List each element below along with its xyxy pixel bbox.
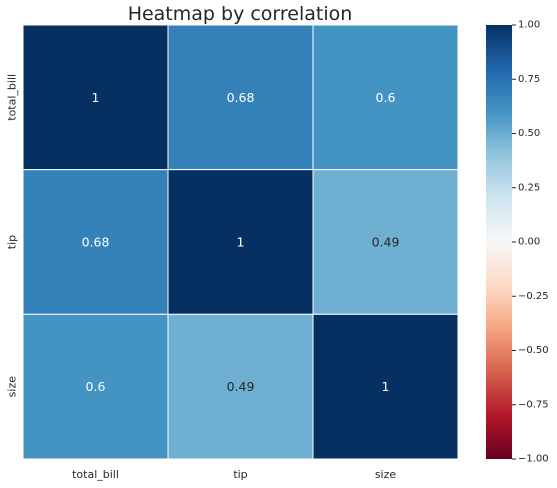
colorbar-tick-label: 1.00 xyxy=(518,20,540,31)
y-tick-label: total_bill xyxy=(6,74,19,121)
colorbar-tick-label: 0.00 xyxy=(518,237,540,248)
x-tick-label: total_bill xyxy=(72,468,119,481)
heatmap-cell-total_bill-size xyxy=(312,24,459,171)
x-axis-ticks: total_bill tip size xyxy=(72,468,396,481)
colorbar-gradient xyxy=(486,25,512,459)
chart-title: Heatmap by correlation xyxy=(128,3,353,25)
heatmap-cell-size-size xyxy=(312,313,459,460)
heatmap-cell-size-total_bill xyxy=(22,313,169,460)
y-tick-label: tip xyxy=(6,235,19,249)
colorbar-tick-label: 0.50 xyxy=(518,128,540,139)
colorbar-ticks: 1.00 0.75 0.50 0.25 0.00 −0.25 −0.50 −0.75 −1.00 xyxy=(512,20,549,465)
colorbar-tick-label: −0.25 xyxy=(518,291,549,302)
heatmap-cell-size-tip xyxy=(167,313,314,460)
heatmap-cell-tip-total_bill xyxy=(22,169,169,315)
x-tick-label: tip xyxy=(233,468,247,481)
x-tick-label: size xyxy=(375,468,397,481)
cell-value-label: 0.49 xyxy=(372,235,400,250)
colorbar: 1.00 0.75 0.50 0.25 0.00 −0.25 −0.50 −0.75 −1.00 xyxy=(486,20,549,465)
cell-value-label: 0.6 xyxy=(376,90,396,105)
heatmap-cell-tip-size xyxy=(312,169,459,315)
cell-value-label: 1 xyxy=(92,90,100,105)
cell-value-label: 1 xyxy=(382,379,390,394)
cell-value-label: 1 xyxy=(237,235,245,250)
colorbar-tick-label: 0.75 xyxy=(518,74,540,85)
colorbar-tick-label: −0.75 xyxy=(518,399,549,410)
heatmap-cell-labels: 1 0.68 0.6 0.68 1 0.49 0.6 0.49 1 xyxy=(82,90,400,394)
heatmap-cells xyxy=(22,24,459,460)
colorbar-tick-label: −0.50 xyxy=(518,345,549,356)
heatmap-cell-total_bill-tip xyxy=(167,24,314,171)
cell-value-label: 0.68 xyxy=(227,90,255,105)
heatmap-cell-total_bill-total_bill xyxy=(22,24,169,171)
heatmap-cell-tip-tip xyxy=(167,169,314,315)
colorbar-tick-label: −1.00 xyxy=(518,454,549,465)
y-tick-label: size xyxy=(6,376,19,398)
cell-value-label: 0.6 xyxy=(86,379,106,394)
cell-value-label: 0.68 xyxy=(82,235,110,250)
cell-value-label: 0.49 xyxy=(227,379,255,394)
colorbar-tick-label: 0.25 xyxy=(518,182,540,193)
